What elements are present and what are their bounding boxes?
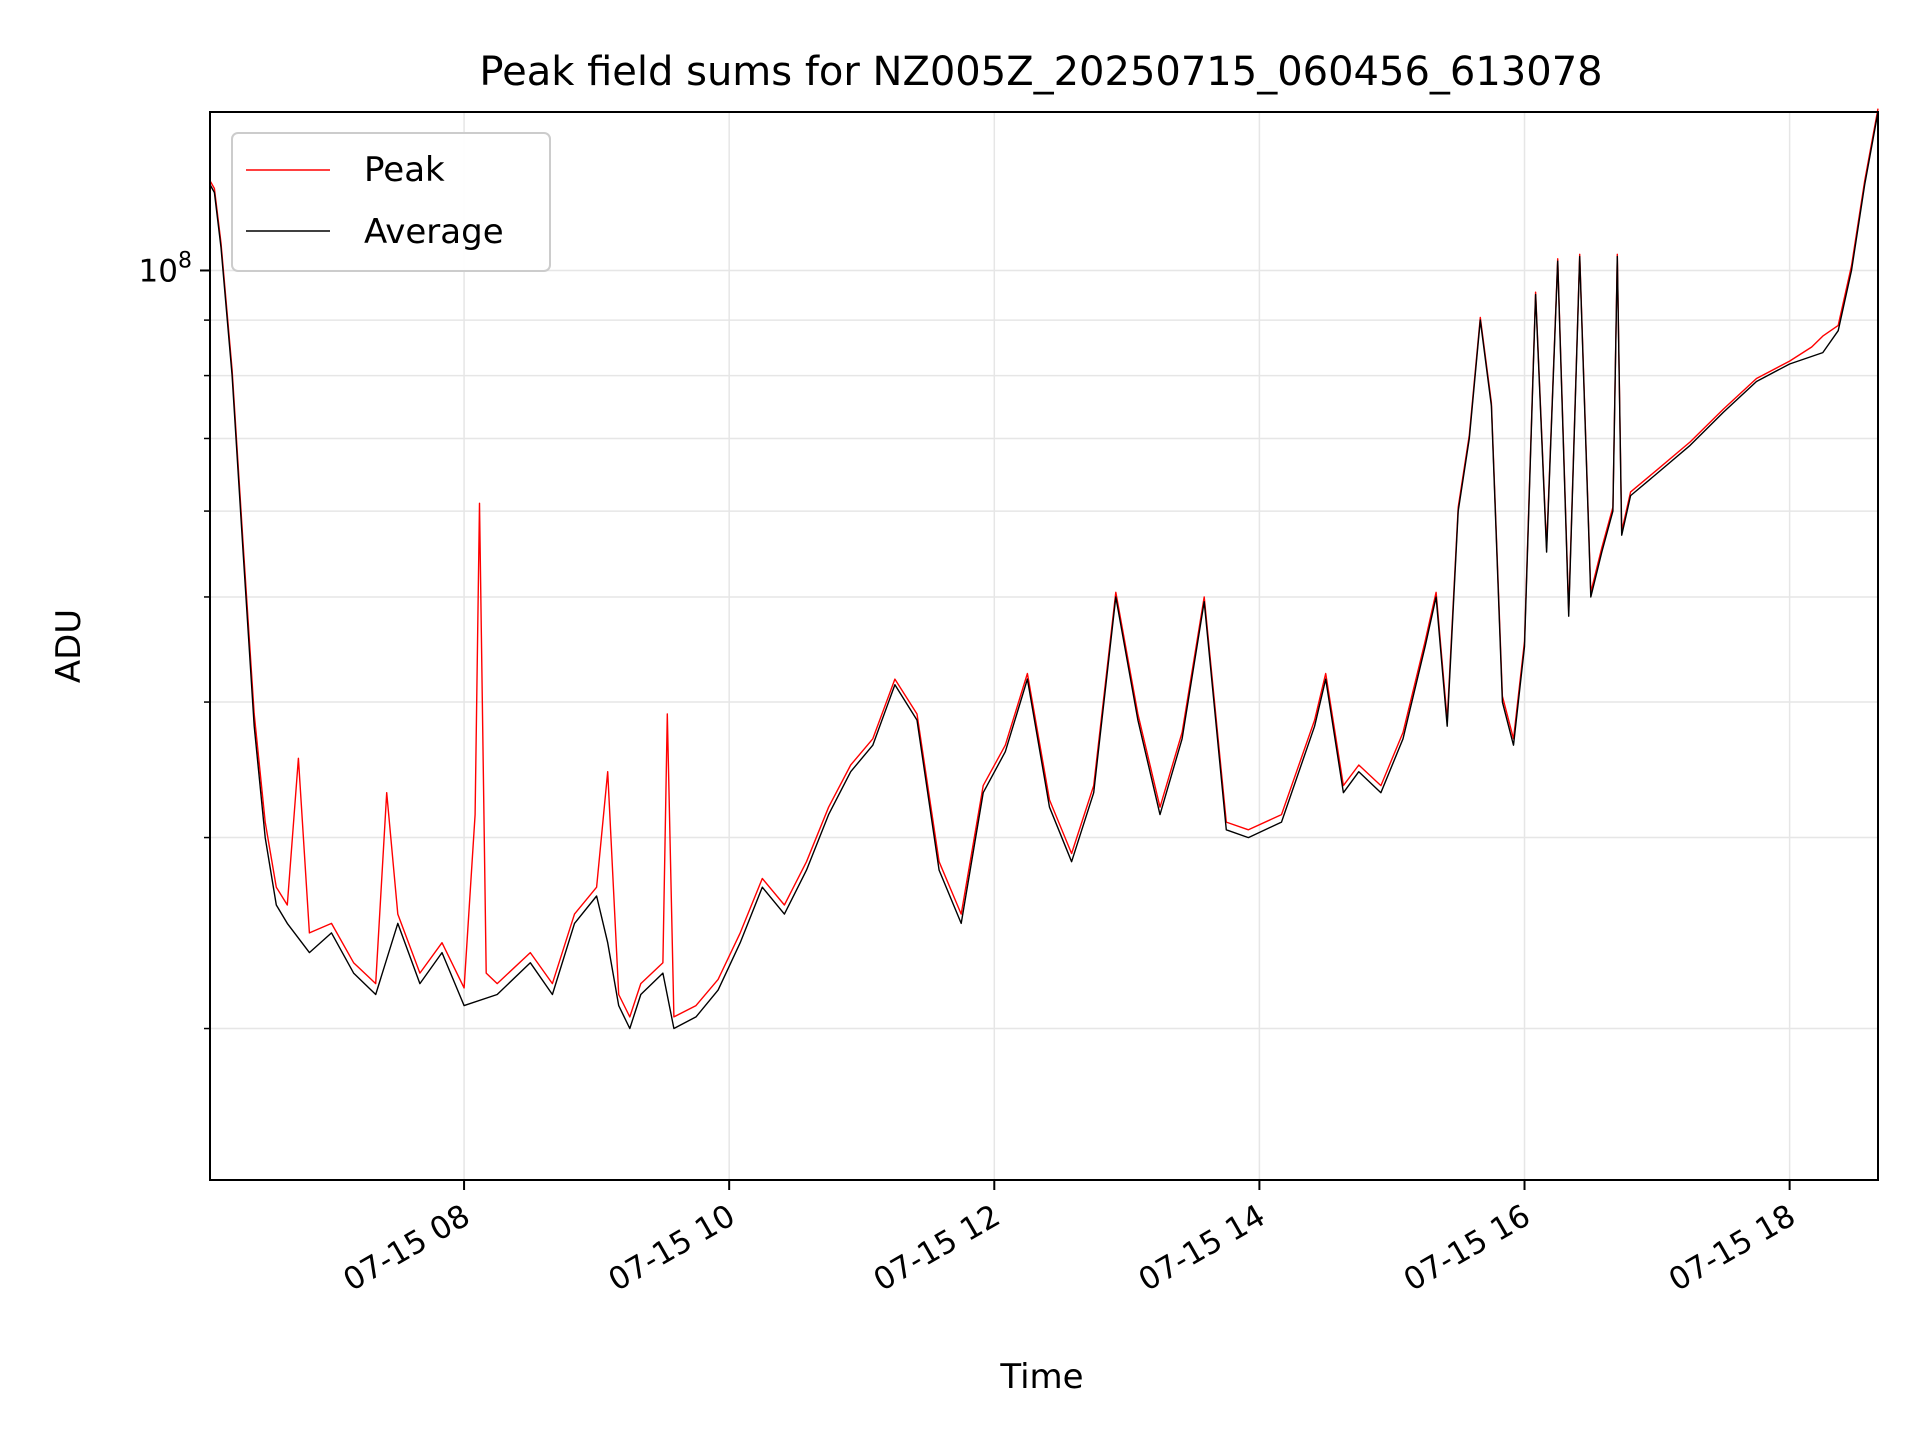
x-axis-label: Time bbox=[999, 1357, 1083, 1397]
series-line-average bbox=[209, 111, 1879, 1030]
chart-title: Peak field sums for NZ005Z_20250715_0604… bbox=[479, 49, 1602, 95]
legend: Peak Average bbox=[231, 132, 551, 272]
legend-peak-label: Peak bbox=[364, 150, 445, 190]
plot-frame bbox=[209, 111, 1879, 1181]
y-axis-label: ADU bbox=[49, 609, 89, 683]
legend-average-label: Average bbox=[364, 212, 504, 252]
series-layer bbox=[209, 108, 1879, 1030]
y-tick-label: 108 bbox=[139, 248, 192, 289]
grid bbox=[210, 112, 1878, 1180]
legend-box bbox=[231, 132, 551, 272]
